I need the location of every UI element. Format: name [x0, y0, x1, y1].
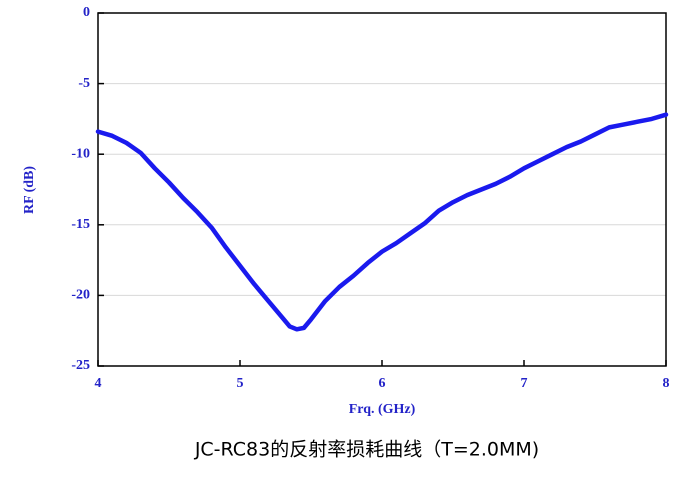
data-line	[95, 112, 669, 332]
y-tick-label: -15	[71, 217, 90, 232]
chart-title: JC-RC83的反射率损耗曲线（T=2.0MM)	[194, 439, 539, 461]
y-axis-label: RF (dB)	[22, 166, 37, 214]
plot-frame	[97, 12, 667, 367]
y-tick-label: 0	[83, 5, 90, 20]
x-tick-label: 5	[237, 376, 244, 391]
x-tick-label: 7	[521, 376, 528, 391]
y-tick-label: -25	[71, 358, 90, 373]
y-tick-label: -5	[78, 76, 90, 91]
x-tick-label: 4	[95, 376, 102, 391]
y-tick-label: -10	[71, 146, 90, 161]
x-tick-label: 8	[663, 376, 670, 391]
x-axis-label: Frq. (GHz)	[349, 402, 416, 417]
y-tick-label: -20	[71, 288, 90, 303]
x-tick-label: 6	[379, 376, 386, 391]
